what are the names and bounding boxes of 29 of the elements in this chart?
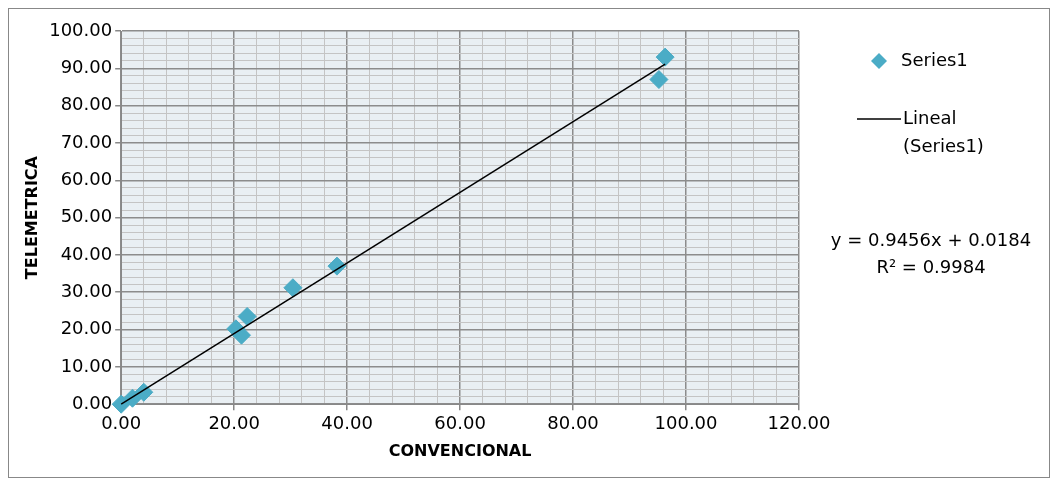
point <box>283 278 303 298</box>
point <box>649 70 669 90</box>
x-tick-label: 0.00 <box>101 411 142 433</box>
y-tick-label: 40.00 <box>60 242 113 264</box>
y-tick-label: 10.00 <box>60 354 113 376</box>
y-tick-label: 60.00 <box>60 167 113 189</box>
y-tick-label: 80.00 <box>60 93 113 115</box>
point <box>237 307 257 326</box>
x-tick-label: 120.00 <box>767 411 831 433</box>
point <box>655 47 675 67</box>
y-tick-label: 20.00 <box>60 317 113 339</box>
y-tick-label: 90.00 <box>60 55 113 77</box>
x-tick-label: 80.00 <box>547 411 599 433</box>
x-tick-label: 100.00 <box>654 411 718 433</box>
x-tick-label: 40.00 <box>321 411 373 433</box>
y-tick-label: 100.00 <box>49 18 113 40</box>
x-axis-title: CONVENCIONAL <box>388 440 532 460</box>
legend-label: Series1 <box>901 48 968 70</box>
x-tick-label: 60.00 <box>434 411 486 433</box>
point <box>111 394 131 414</box>
y-tick-label: 50.00 <box>60 205 113 227</box>
text: R² = 0.9984 <box>876 255 986 277</box>
y-tick-label: 70.00 <box>60 130 113 152</box>
y-tick-label: 30.00 <box>60 279 113 301</box>
y-tick-label: 0.00 <box>72 391 113 413</box>
x-tick-label: 20.00 <box>208 411 260 433</box>
text: y = 0.9456x + 0.0184 <box>830 228 1032 250</box>
y-axis-title: TELEMETRICA <box>21 155 41 280</box>
legend-label: Lineal (Series1) <box>903 106 984 156</box>
